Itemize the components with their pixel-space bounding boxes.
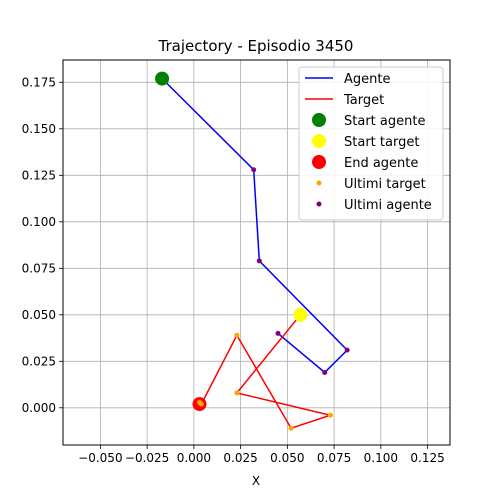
point-ultimi-target (289, 426, 294, 431)
point-ultimi-agente (257, 258, 262, 263)
legend-label: Start agente (344, 114, 425, 129)
legend-label: Ultimi agente (344, 198, 432, 213)
legend-label: End agente (344, 156, 418, 171)
series-line-target (199, 315, 330, 428)
point-ultimi-agente (276, 331, 281, 336)
legend-label: Start target (344, 135, 419, 150)
legend-swatch-ultimi-agente (317, 202, 322, 207)
legend-label: Ultimi target (344, 177, 426, 192)
x-tick-label: −0.050 (78, 451, 122, 465)
point-start-agente (155, 72, 169, 86)
y-tick-label: 0.125 (22, 168, 56, 182)
y-tick-label: 0.100 (22, 215, 56, 229)
point-ultimi-target (328, 413, 333, 418)
legend-swatch-ultimi-target (317, 181, 322, 186)
x-axis-label: X (252, 474, 260, 488)
chart-title: Trajectory - Episodio 3450 (158, 37, 354, 55)
x-tick-label: 0.050 (270, 451, 304, 465)
point-ultimi-target (234, 390, 239, 395)
legend-label: Agente (344, 72, 390, 87)
x-tick-label: 0.025 (223, 451, 257, 465)
y-tick-label: 0.000 (22, 401, 56, 415)
y-tick-label: 0.025 (22, 354, 56, 368)
y-tick-label: 0.175 (22, 75, 56, 89)
legend-swatch-start-agente (312, 113, 326, 127)
x-tick-label: 0.075 (317, 451, 351, 465)
point-ultimi-agente (345, 348, 350, 353)
point-ultimi-agente (251, 167, 256, 172)
x-tick-label: 0.125 (410, 451, 444, 465)
y-tick-label: 0.075 (22, 261, 56, 275)
x-tick-label: −0.025 (125, 451, 169, 465)
point-start-target (293, 308, 307, 322)
legend-swatch-end-agente (312, 155, 326, 169)
point-ultimi-target (234, 333, 239, 338)
legend-label: Target (343, 93, 384, 108)
x-tick-label: 0.100 (364, 451, 398, 465)
x-tick-label: 0.000 (177, 451, 211, 465)
legend: Agente Target Start agente Start target End … (299, 67, 443, 220)
legend-swatch-start-target (312, 134, 326, 148)
y-tick-label: 0.050 (22, 308, 56, 322)
y-tick-label: 0.150 (22, 122, 56, 136)
point-ultimi-target (197, 400, 202, 405)
point-ultimi-agente (322, 370, 327, 375)
